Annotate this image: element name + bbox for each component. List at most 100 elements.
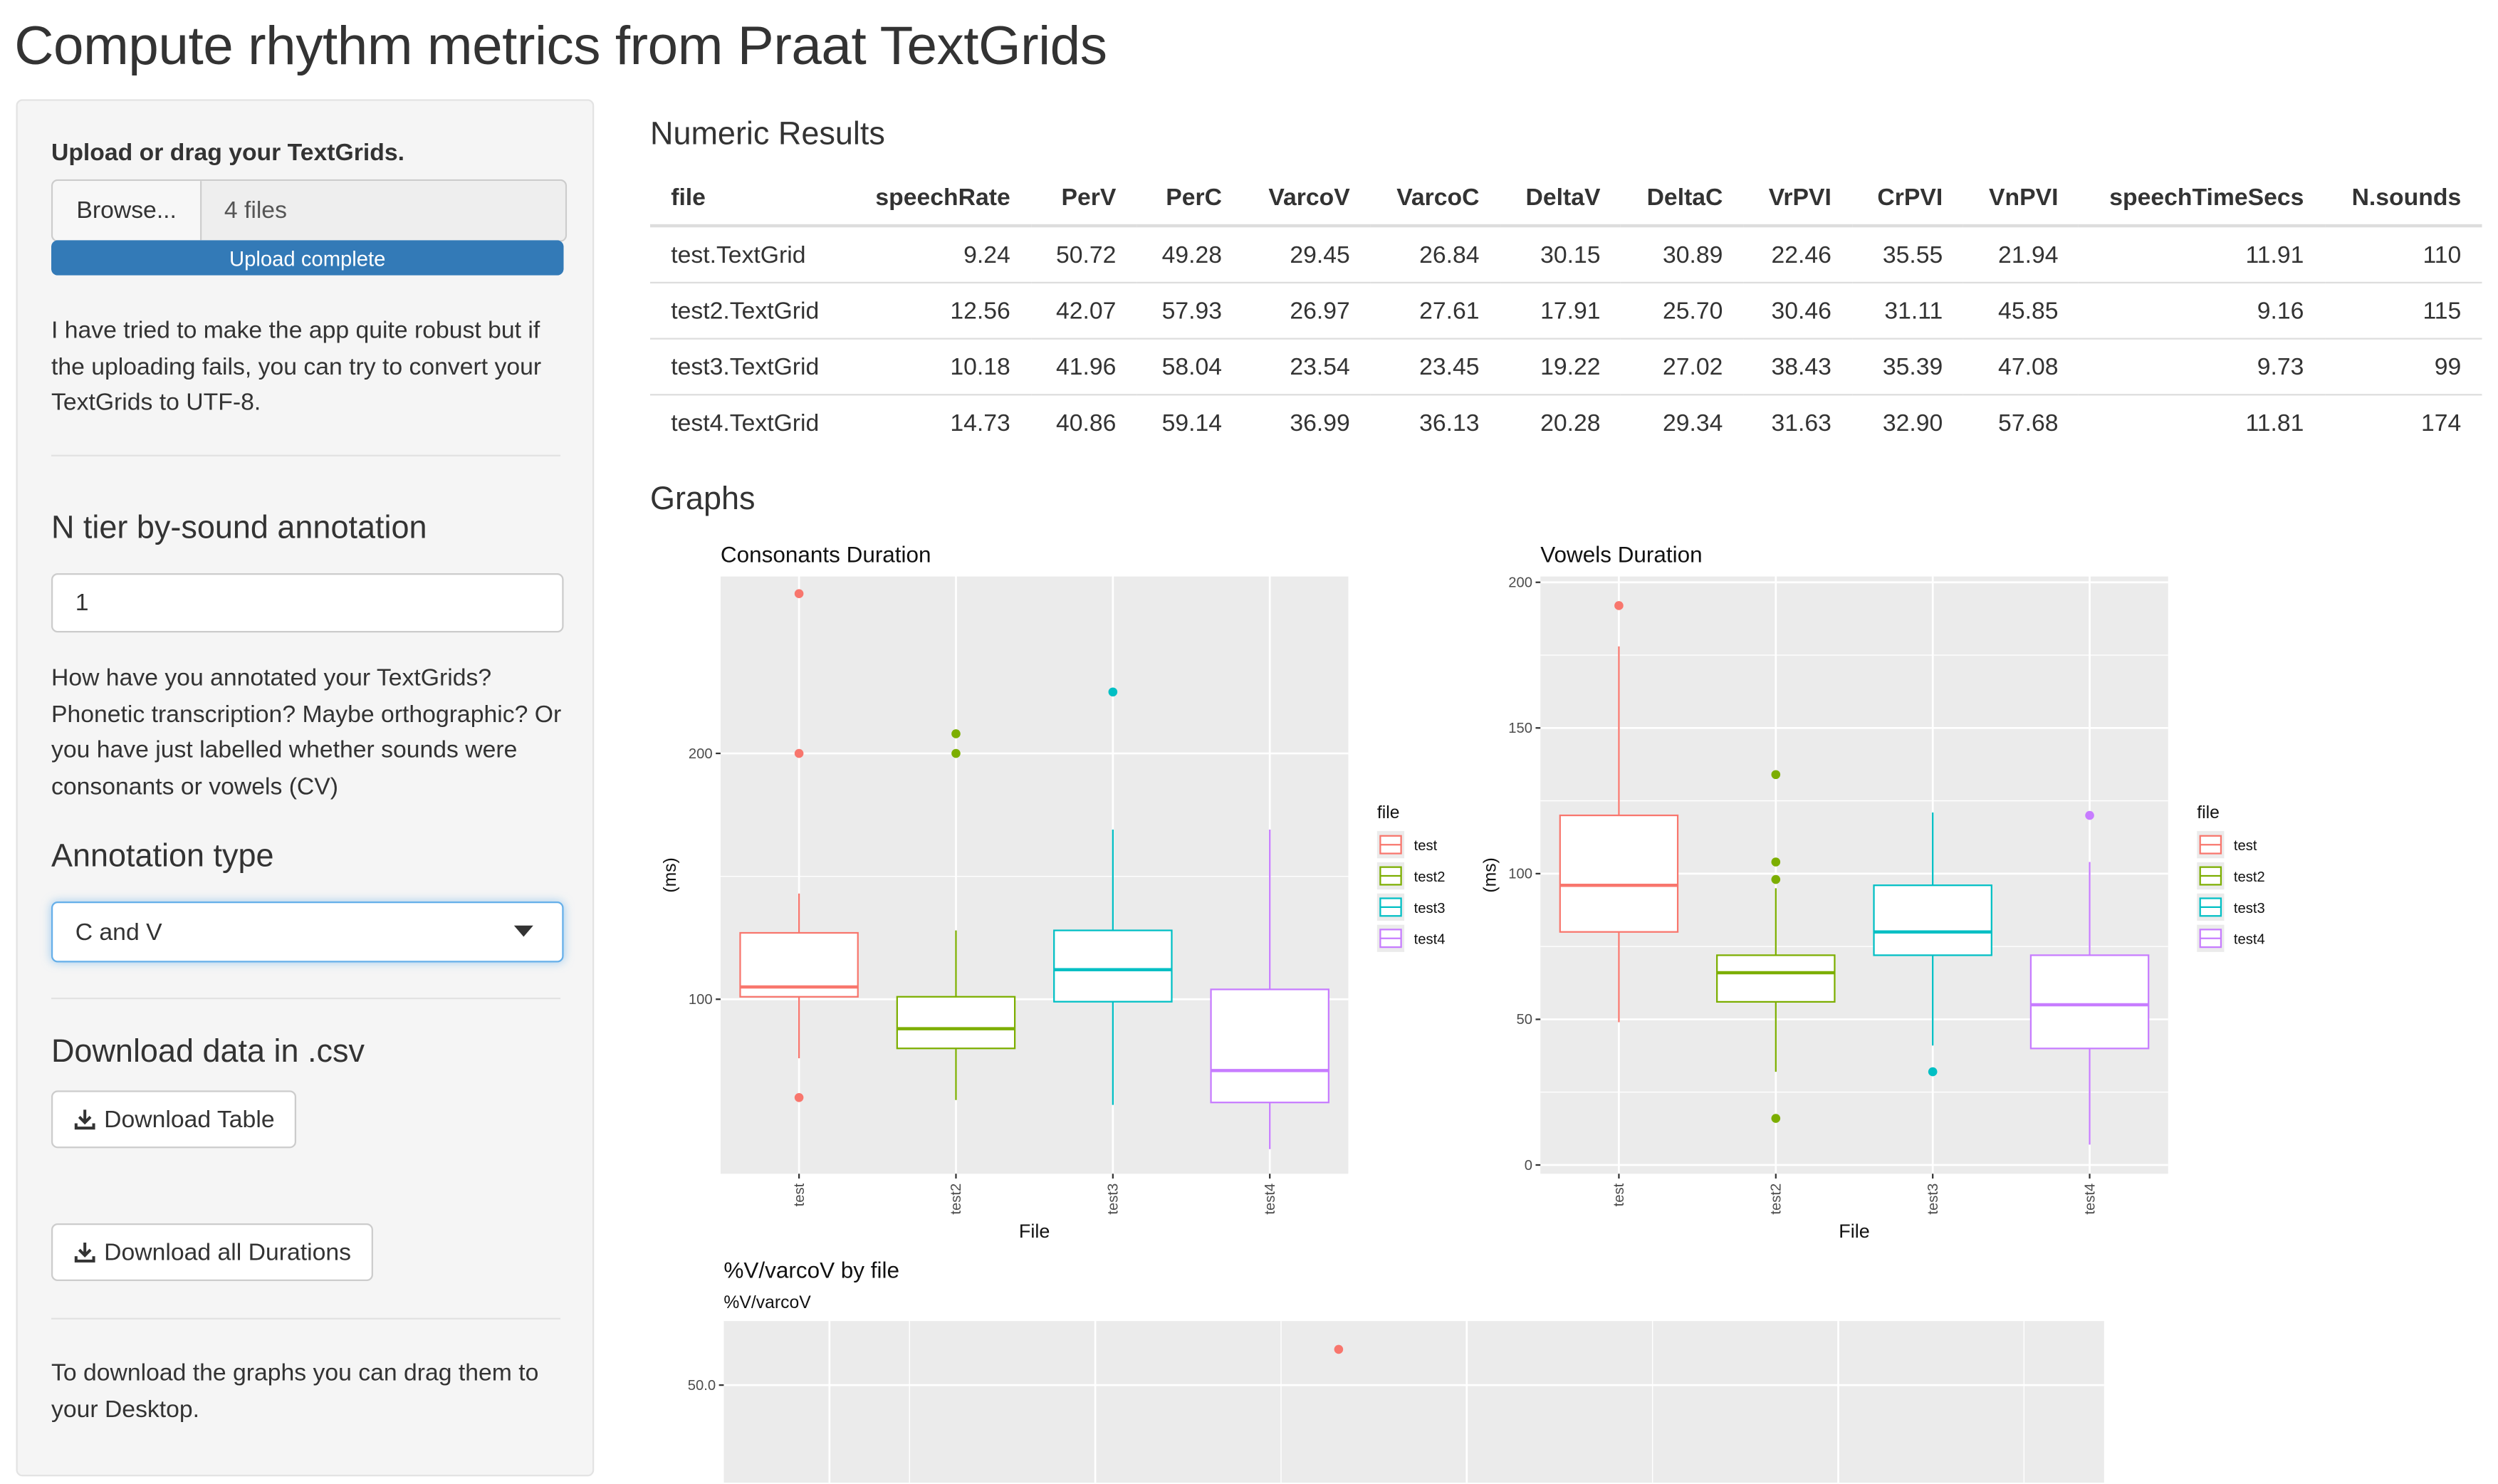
column-header-speechrate: speechRate: [847, 169, 1031, 228]
column-header-speechtimesecs: speechTimeSecs: [2079, 169, 2325, 228]
ntier-input[interactable]: 1: [51, 573, 564, 633]
table-cell: 19.22: [1500, 338, 1621, 395]
y-tick-label: 100: [689, 992, 713, 1008]
y-tick-label: 50: [1517, 1012, 1533, 1028]
column-header-perv: PerV: [1030, 169, 1137, 228]
legend-label: test4: [1414, 932, 1446, 948]
iqr-box: [2029, 954, 2150, 1050]
y-axis-title: (ms): [1480, 857, 1500, 892]
table-cell: 50.72: [1055, 241, 1117, 268]
x-tick-label: test4: [2082, 1183, 2098, 1215]
table-cell: 58.04: [1136, 338, 1243, 395]
table-cell: 12.56: [847, 281, 1031, 339]
table-cell: 110: [2423, 241, 2462, 268]
legend-label: test: [1414, 838, 1438, 854]
v-varco-scatter-chart: %V/varcoV by file %V/varcoV 50.0: [688, 1258, 2104, 1483]
outlier-point: [1614, 601, 1624, 610]
legend-label: test3: [2234, 901, 2265, 916]
upload-help-text: I have tried to make the app quite robus…: [51, 317, 542, 417]
iqr-box: [1053, 929, 1173, 1003]
legend-title: file: [2197, 803, 2220, 822]
sidebar-panel: Upload or drag your TextGrids. Browse...…: [16, 99, 595, 1477]
browse-button[interactable]: Browse...: [53, 181, 202, 241]
table-cell: test3.TextGrid: [649, 338, 848, 395]
outlier-point: [1771, 857, 1781, 867]
table-cell: test.TextGrid: [671, 241, 806, 268]
divider: [51, 997, 561, 1000]
table-cell: 115: [2324, 281, 2482, 339]
ntier-heading: N tier by-sound annotation: [51, 511, 427, 546]
upload-label: Upload or drag your TextGrids.: [51, 139, 405, 167]
legend-label: test2: [2234, 869, 2265, 885]
outlier-point: [794, 1092, 804, 1102]
data-point-test: [1334, 1344, 1344, 1354]
table-cell: 9.24: [963, 241, 1010, 268]
results-heading: Numeric Results: [649, 117, 885, 152]
download-durations-label: Download all Durations: [104, 1238, 352, 1266]
table-cell: 49.28: [1161, 241, 1223, 268]
column-header-n-sounds: N.sounds: [2324, 169, 2482, 228]
table-cell: 17.91: [1500, 281, 1621, 339]
table-cell: 59.14: [1136, 394, 1243, 450]
table-cell: 38.43: [1743, 338, 1853, 395]
download-table-label: Download Table: [104, 1105, 275, 1133]
annotation-help-text: How have you annotated your TextGrids? P…: [51, 664, 562, 800]
outlier-point: [794, 748, 804, 758]
table-cell: 14.73: [847, 394, 1031, 450]
table-cell: 45.85: [1963, 281, 2079, 339]
table-cell: 23.45: [1371, 338, 1500, 395]
table-cell: 36.99: [1243, 394, 1371, 450]
consonants-duration-chart: Consonants Duration 100 200 test test2 test3 t…: [661, 542, 1446, 1242]
legend-label: test3: [1414, 901, 1446, 916]
table-row: test2.TextGrid 12.56 42.07 57.93 26.97 27.61 1…: [649, 281, 2482, 339]
annotation-type-select[interactable]: C and V: [51, 902, 564, 963]
table-cell: 41.96: [1030, 338, 1137, 395]
iqr-box: [1873, 884, 1992, 956]
table-cell: 11.81: [2079, 394, 2325, 450]
box-test2: [896, 729, 1016, 1100]
legend-title: file: [1377, 803, 1400, 822]
download-table-button[interactable]: Download Table: [51, 1090, 298, 1149]
table-cell: 36.13: [1371, 394, 1500, 450]
drag-help-text: To download the graphs you can drag them…: [51, 1359, 539, 1423]
table-cell: 25.70: [1621, 281, 1744, 339]
x-axis-title: File: [1019, 1221, 1050, 1242]
chart-title: Consonants Duration: [721, 542, 931, 567]
table-cell: 30.46: [1743, 281, 1853, 339]
table-cell: 30.89: [1662, 241, 1723, 268]
legend-label: test: [2234, 838, 2257, 854]
chart-title: Vowels Duration: [1540, 542, 1702, 567]
outlier-point: [2085, 810, 2094, 820]
table-row: test.TextGrid 9.24 50.72 49.28 29.45 26.84 30.…: [650, 226, 2482, 283]
table-header-row: file speechRate PerV PerC VarcoV VarcoC DeltaV…: [649, 169, 2482, 228]
divider: [51, 1317, 561, 1320]
iqr-box: [1716, 954, 1836, 1003]
chart-title: %V/varcoV by file: [723, 1258, 899, 1282]
table-cell: 35.39: [1852, 338, 1964, 395]
graphs-heading: Graphs: [649, 481, 756, 518]
x-tick-label: test: [1611, 1183, 1627, 1206]
annotation-type-value: C and V: [75, 918, 162, 946]
table-cell: 22.46: [1771, 241, 1831, 268]
table-cell: 57.68: [1963, 394, 2079, 450]
table-cell: 27.61: [1371, 281, 1500, 339]
file-upload-input[interactable]: Browse... 4 files: [51, 179, 568, 242]
outlier-point: [1928, 1067, 1938, 1077]
column-header-varcov: VarcoV: [1243, 169, 1371, 228]
y-tick-label: 150: [1508, 721, 1532, 736]
table-cell: 29.34: [1621, 394, 1744, 450]
download-durations-button[interactable]: Download all Durations: [51, 1223, 374, 1281]
x-tick-label: test: [792, 1183, 808, 1206]
annotation-type-heading: Annotation type: [51, 839, 274, 874]
outlier-point: [1771, 1114, 1781, 1123]
x-axis-title: File: [1839, 1221, 1869, 1242]
iqr-box: [896, 996, 1016, 1050]
table-cell: 42.07: [1030, 281, 1137, 339]
box-test3: [1873, 812, 1992, 1077]
table-cell: 31.63: [1743, 394, 1853, 450]
download-icon: [74, 1109, 95, 1130]
column-header-deltav: DeltaV: [1500, 169, 1621, 228]
outlier-point: [794, 589, 804, 598]
table-cell: 23.54: [1243, 338, 1371, 395]
table-cell: 31.11: [1852, 281, 1964, 339]
